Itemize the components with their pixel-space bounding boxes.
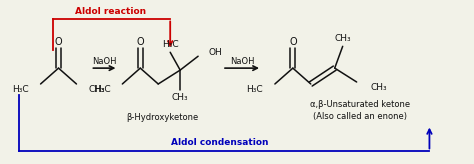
Text: H₃C: H₃C (246, 85, 263, 94)
Text: NaOH: NaOH (230, 57, 254, 66)
Text: H₃C: H₃C (94, 85, 110, 94)
Text: O: O (289, 37, 297, 47)
Text: O: O (137, 37, 144, 47)
Text: CH₃: CH₃ (172, 93, 189, 102)
Text: H₃C: H₃C (12, 85, 28, 94)
Text: α,β-Unsaturated ketone: α,β-Unsaturated ketone (310, 100, 410, 109)
Text: O: O (55, 37, 63, 47)
Text: Aldol condensation: Aldol condensation (171, 138, 269, 147)
Text: H₃C: H₃C (162, 40, 179, 49)
Text: CH₃: CH₃ (371, 83, 387, 92)
Text: NaOH: NaOH (92, 57, 117, 66)
Text: β-Hydroxyketone: β-Hydroxyketone (126, 113, 198, 122)
Text: CH₃: CH₃ (89, 85, 105, 94)
Text: Aldol reaction: Aldol reaction (75, 7, 146, 16)
Text: OH: OH (208, 48, 222, 57)
Text: (Also called an enone): (Also called an enone) (313, 112, 407, 121)
Text: CH₃: CH₃ (334, 34, 351, 43)
